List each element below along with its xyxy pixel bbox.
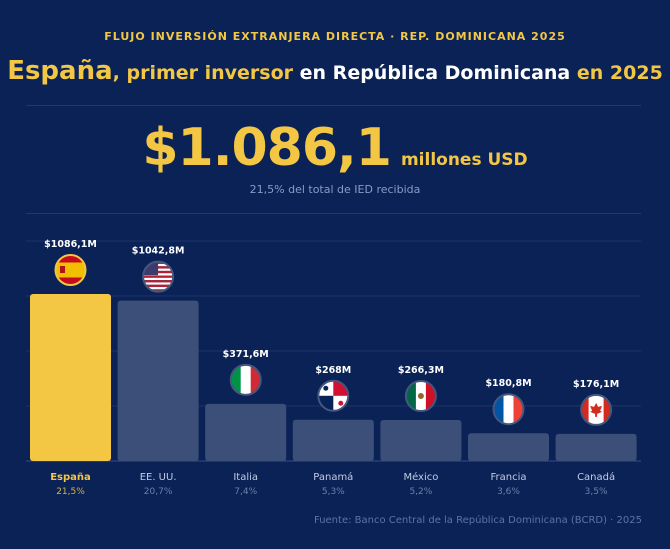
category-label: Panamá xyxy=(313,471,353,483)
highlight-amount: $1.086,1 millones USD xyxy=(0,118,670,178)
bar-Panamá[interactable] xyxy=(292,419,374,461)
share-label: 3,5% xyxy=(585,487,608,497)
bar-México[interactable] xyxy=(380,420,462,461)
headline-part: en 2025 xyxy=(576,62,663,84)
flag-ring xyxy=(580,393,613,426)
divider xyxy=(26,105,641,106)
category-label: México xyxy=(403,471,438,483)
amount-value: $1.086,1 xyxy=(142,118,392,178)
share-label: 5,2% xyxy=(409,487,432,497)
share-label: 21,5% xyxy=(56,487,85,497)
value-label: $268M xyxy=(315,365,351,376)
flag-ring xyxy=(142,260,175,293)
bar-España[interactable] xyxy=(30,294,111,461)
bar-Canadá[interactable] xyxy=(555,433,637,461)
category-label: España xyxy=(50,472,91,483)
category-label: Italia xyxy=(233,472,258,483)
category-label: EE. UU. xyxy=(140,472,177,483)
value-label: $266,3M xyxy=(398,365,444,376)
headline-country: España xyxy=(7,56,113,86)
bar-Italia[interactable] xyxy=(205,403,287,461)
flag-ring xyxy=(492,393,525,426)
divider xyxy=(26,213,641,214)
value-label: $371,6M xyxy=(223,349,269,360)
share-label: 7,4% xyxy=(234,487,257,497)
flag-ring xyxy=(54,254,87,286)
bar-EE. UU.[interactable] xyxy=(117,300,199,461)
amount-unit: millones USD xyxy=(400,150,528,170)
value-label: $180,8M xyxy=(485,378,531,389)
flag-ring xyxy=(404,380,437,413)
share-text: 21,5% del total de IED recibida xyxy=(249,183,421,196)
value-label: $1086,1M xyxy=(44,239,97,250)
category-label: Francia xyxy=(490,472,526,483)
kicker: FLUJO INVERSIÓN EXTRANJERA DIRECTA · REP… xyxy=(104,30,566,43)
category-label: Canadá xyxy=(577,471,615,483)
value-label: $176,1M xyxy=(573,379,619,390)
italy-flag-icon xyxy=(230,364,261,395)
bar-Francia[interactable] xyxy=(468,433,549,461)
headline: España, primer inversor en República Dom… xyxy=(0,56,670,86)
flag-ring xyxy=(229,363,262,396)
mexico-flag-icon xyxy=(405,381,436,412)
headline-part: , primer inversor xyxy=(112,62,300,84)
value-label: $1042,8M xyxy=(132,246,185,257)
share-label: 3,6% xyxy=(497,487,520,497)
share-label: 5,3% xyxy=(322,487,345,497)
share-label: 20,7% xyxy=(144,487,173,497)
france-flag-icon xyxy=(493,394,524,425)
flag-ring xyxy=(317,379,350,412)
headline-part: en República Dominicana xyxy=(299,62,577,84)
source-note: Fuente: Banco Central de la República Do… xyxy=(313,515,642,526)
usa-flag-icon xyxy=(143,261,174,292)
